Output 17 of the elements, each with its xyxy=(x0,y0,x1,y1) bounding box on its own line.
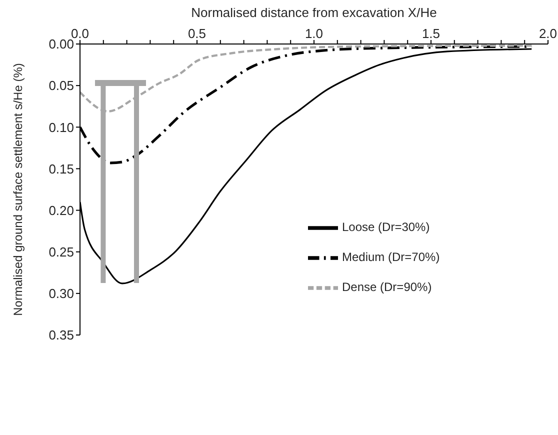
y-tick-label: 0.35 xyxy=(48,328,74,343)
y-tick-label: 0.20 xyxy=(48,202,74,218)
y-tick-label: 0.30 xyxy=(48,286,74,302)
y-tick-label: 0.15 xyxy=(48,161,74,176)
legend-label: Medium (Dr=70%) xyxy=(342,250,440,264)
x-tick-label: 2.0 xyxy=(538,26,558,41)
x-axis-title: Normalised distance from excavation X/He xyxy=(191,5,437,20)
y-tick-label: 0.10 xyxy=(48,120,74,135)
y-tick-label: 0.05 xyxy=(48,78,74,94)
x-tick-label: 1.0 xyxy=(304,26,324,41)
line-series xyxy=(80,44,533,112)
x-tick-label: 1.5 xyxy=(422,26,440,41)
y-tick-label: 0.25 xyxy=(48,244,74,260)
y-axis-title: Normalised ground surface settlement s/He (%) xyxy=(11,63,25,316)
legend-label: Loose (Dr=30%) xyxy=(342,220,430,234)
x-tick-label: 0.5 xyxy=(188,26,206,41)
legend-label: Dense (Dr=90%) xyxy=(342,280,432,294)
